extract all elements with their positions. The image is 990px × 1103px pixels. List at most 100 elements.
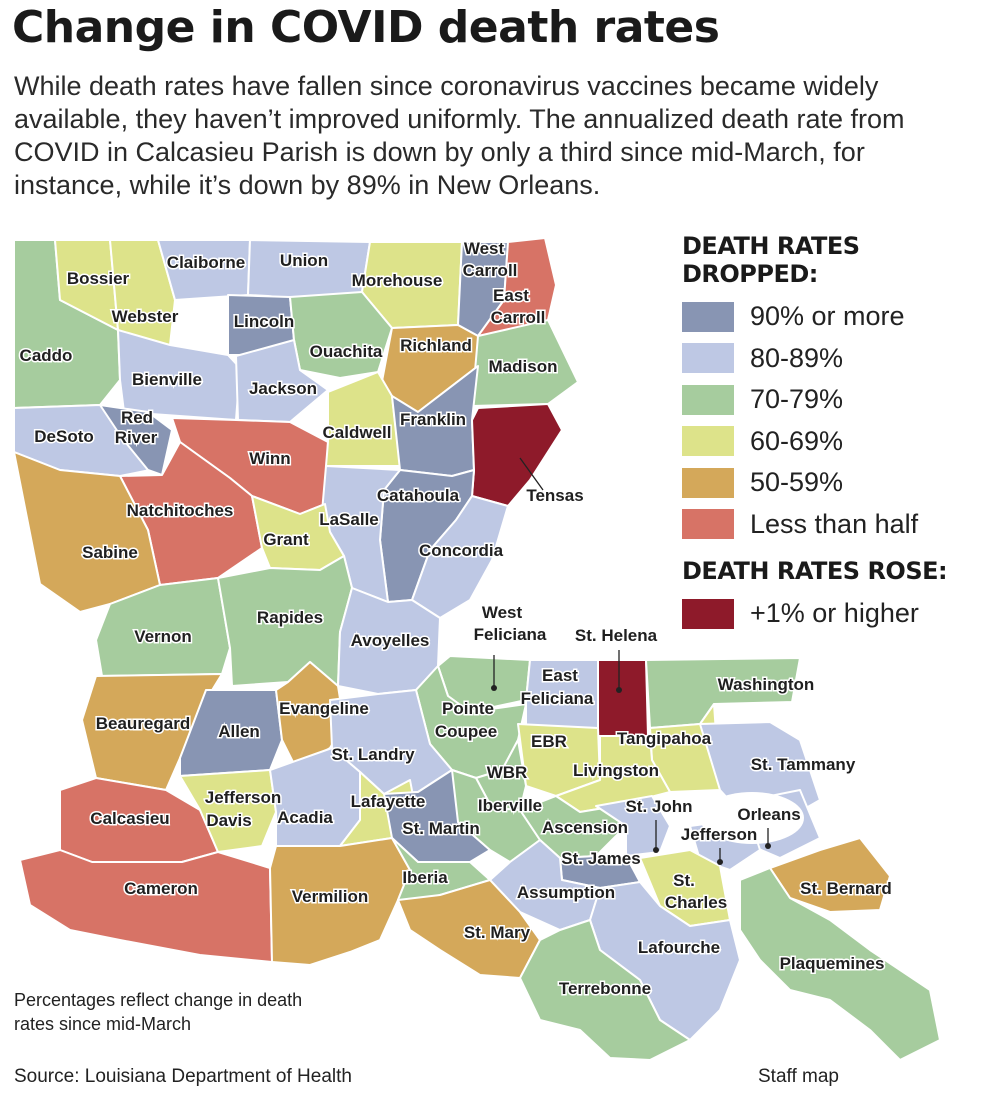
- parish-label-wbr: WBR: [487, 763, 528, 782]
- legend: DEATH RATES DROPPED: 90% or more 80-89% 70…: [682, 232, 982, 635]
- parish-label-evangeline: Evangeline: [279, 699, 369, 718]
- parish-label-beauregard: Beauregard: [96, 714, 190, 733]
- parish-label-jefferson: Jefferson: [681, 825, 758, 844]
- parish-label-cameron: Cameron: [124, 879, 198, 898]
- legend-item: 90% or more: [682, 296, 982, 338]
- parish-label-madison: Madison: [489, 357, 558, 376]
- parish-label-st-helena: St. Helena: [575, 626, 658, 645]
- parish-label-washington: Washington: [718, 675, 815, 694]
- legend-label: 60-69%: [750, 425, 844, 456]
- parish-label-bienville: Bienville: [132, 370, 202, 389]
- parish-label-assumption: Assumption: [517, 883, 615, 902]
- legend-label: Less than half: [750, 508, 919, 539]
- legend-swatch: [682, 509, 734, 540]
- parish-label-st-mary: St. Mary: [464, 923, 531, 942]
- parish-label-caldwell: Caldwell: [323, 423, 392, 442]
- parish-label-red-river-line2: River: [115, 428, 158, 447]
- parish-label-east-carroll-line2: Carroll: [491, 308, 546, 327]
- legend-item: 80-89%: [682, 338, 982, 380]
- credit-line: Staff map: [758, 1066, 839, 1087]
- parish-plaquemines: [739, 867, 941, 1061]
- legend-label: 70-79%: [750, 384, 844, 415]
- parish-label-st-martin: St. Martin: [402, 819, 479, 838]
- legend-item: +1% or higher: [682, 593, 982, 635]
- parish-label-acadia: Acadia: [277, 808, 333, 827]
- parish-shapes: [13, 237, 941, 1061]
- parish-label-ebr: EBR: [531, 732, 567, 751]
- parish-label-claiborne: Claiborne: [167, 253, 245, 272]
- parish-labels: Caddo Bossier Webster Claiborne Union Morehou…: [18, 238, 893, 1000]
- parish-terrebonne: [519, 919, 691, 1061]
- parish-vernon: [95, 577, 231, 677]
- parish-label-iberville: Iberville: [478, 796, 542, 815]
- legend-dropped-list: 90% or more 80-89% 70-79% 60-69% 50-59% Less …: [682, 296, 982, 545]
- parish-label-vernon: Vernon: [134, 627, 192, 646]
- parish-label-ascension: Ascension: [542, 818, 628, 837]
- parish-label-vermilion: Vermilion: [292, 887, 369, 906]
- parish-label-caddo: Caddo: [20, 346, 73, 365]
- legend-item: 50-59%: [682, 462, 982, 504]
- lake-pontchartrain: [700, 792, 804, 844]
- legend-swatch: [682, 598, 734, 629]
- parish-label-st-bernard: St. Bernard: [800, 879, 892, 898]
- legend-swatch: [682, 343, 734, 374]
- parish-label-franklin: Franklin: [400, 410, 466, 429]
- parish-label-concordia: Concordia: [419, 541, 504, 560]
- parish-label-st-john: St. John: [625, 797, 692, 816]
- parish-label-tensas: Tensas: [526, 486, 583, 505]
- parish-label-red-river-line1: Red: [121, 408, 153, 427]
- legend-item: 70-79%: [682, 379, 982, 421]
- legend-label: +1% or higher: [750, 598, 919, 629]
- parish-label-lafayette: Lafayette: [351, 792, 426, 811]
- legend-rose-title: DEATH RATES ROSE:: [682, 557, 948, 585]
- parish-label-pointe-coupee-line1: Pointe: [442, 699, 494, 718]
- legend-rose-list: +1% or higher: [682, 593, 982, 635]
- parish-label-union: Union: [280, 251, 328, 270]
- footnote: Percentages reflect change in death rate…: [14, 990, 303, 1034]
- parish-label-west-feliciana-line2: Feliciana: [474, 625, 547, 644]
- parish-label-st-tammany: St. Tammany: [751, 755, 856, 774]
- source-line: Source: Louisiana Department of Health: [14, 1066, 352, 1087]
- parish-label-bossier: Bossier: [67, 269, 130, 288]
- legend-swatch: [682, 384, 734, 415]
- parish-label-east-carroll-line1: East: [493, 286, 529, 305]
- parish-label-st-landry: St. Landry: [331, 745, 415, 764]
- parish-label-grant: Grant: [263, 530, 309, 549]
- parish-label-morehouse: Morehouse: [352, 271, 443, 290]
- legend-swatch: [682, 426, 734, 457]
- parish-label-jefferson-davis-line1: Jefferson: [205, 788, 282, 807]
- parish-label-winn: Winn: [249, 449, 290, 468]
- parish-label-richland: Richland: [400, 336, 472, 355]
- parish-label-iberia: Iberia: [402, 868, 448, 887]
- parish-st-john: [595, 795, 671, 857]
- parish-label-west-carroll-line1: West: [464, 239, 505, 258]
- parish-label-st-charles-line1: St.: [673, 871, 695, 890]
- parish-vermilion: [269, 837, 411, 966]
- parish-label-calcasieu: Calcasieu: [90, 809, 169, 828]
- parish-label-desoto: DeSoto: [34, 427, 94, 446]
- parish-label-east-feliciana-line1: East: [542, 666, 578, 685]
- parish-label-jackson: Jackson: [249, 379, 317, 398]
- parish-label-webster: Webster: [112, 307, 179, 326]
- parish-label-terrebonne: Terrebonne: [559, 979, 651, 998]
- legend-label: 80-89%: [750, 342, 844, 373]
- parish-label-sabine: Sabine: [82, 543, 138, 562]
- parish-label-lincoln: Lincoln: [234, 312, 294, 331]
- label-pointers: [491, 457, 771, 865]
- map-title: Change in COVID death rates: [12, 2, 720, 53]
- parish-label-rapides: Rapides: [257, 608, 323, 627]
- parish-beauregard: [81, 673, 223, 791]
- legend-label: 90% or more: [750, 301, 905, 332]
- legend-dropped-title: DEATH RATES DROPPED:: [682, 232, 860, 288]
- parish-st-bernard: [769, 837, 891, 913]
- legend-item: 60-69%: [682, 421, 982, 463]
- parish-label-plaquemines: Plaquemines: [780, 954, 885, 973]
- parish-label-st-charles-line2: Charles: [665, 893, 727, 912]
- parish-label-pointe-coupee-line2: Coupee: [435, 722, 497, 741]
- parish-label-natchitoches: Natchitoches: [127, 501, 234, 520]
- parish-label-catahoula: Catahoula: [377, 486, 460, 505]
- parish-label-west-carroll-line2: Carroll: [463, 261, 518, 280]
- parish-assumption: [489, 839, 601, 931]
- parish-label-ouachita: Ouachita: [310, 342, 383, 361]
